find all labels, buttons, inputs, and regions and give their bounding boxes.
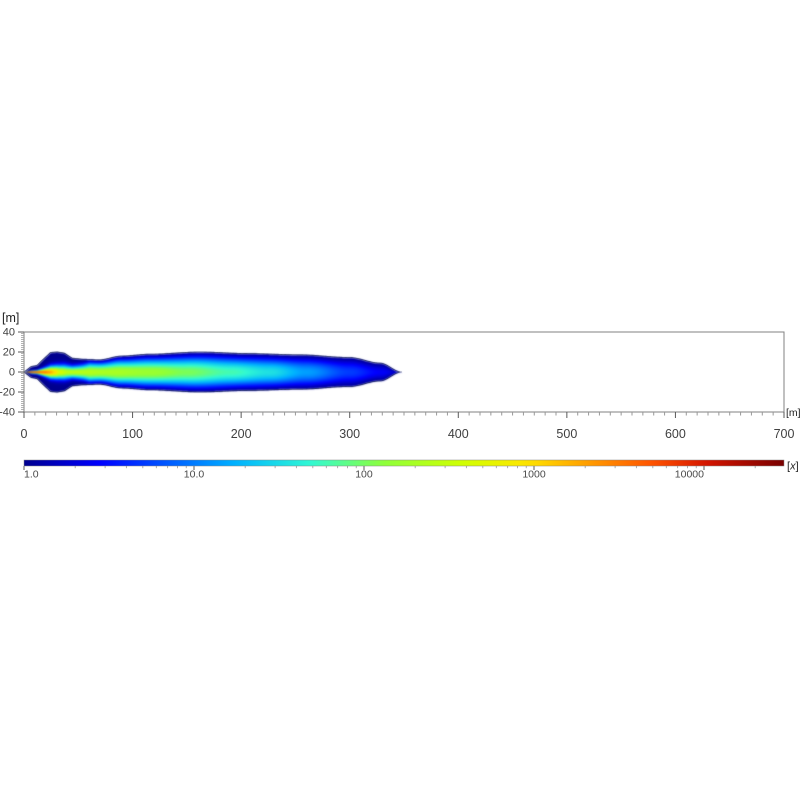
svg-text:10.0: 10.0 — [184, 469, 205, 481]
svg-text:[m]: [m] — [2, 311, 19, 325]
svg-text:300: 300 — [339, 427, 360, 441]
svg-text:-20: -20 — [0, 386, 15, 398]
svg-text:600: 600 — [665, 427, 686, 441]
svg-text:500: 500 — [556, 427, 577, 441]
svg-text:200: 200 — [231, 427, 252, 441]
svg-text:0: 0 — [21, 427, 28, 441]
svg-text:40: 40 — [3, 326, 15, 338]
svg-text:100: 100 — [122, 427, 143, 441]
svg-text:10000: 10000 — [675, 469, 704, 481]
svg-text:-40: -40 — [0, 406, 15, 418]
svg-text:20: 20 — [3, 346, 15, 358]
svg-text:1.0: 1.0 — [24, 469, 39, 481]
svg-text:100: 100 — [355, 469, 373, 481]
svg-text:[m]: [m] — [786, 407, 800, 419]
svg-text:0: 0 — [9, 366, 15, 378]
svg-text:700: 700 — [774, 427, 795, 441]
svg-text:400: 400 — [448, 427, 469, 441]
svg-text:1000: 1000 — [522, 469, 546, 481]
svg-text:[x]: [x] — [787, 461, 799, 473]
